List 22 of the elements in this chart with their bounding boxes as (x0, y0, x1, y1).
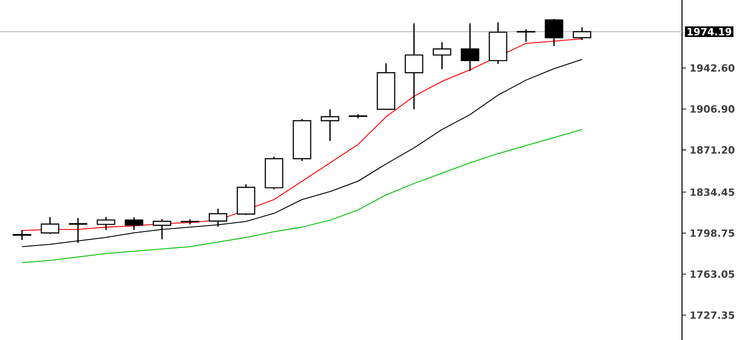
y-tick-label: 1906.90 (690, 105, 734, 113)
candlestick (96, 216, 116, 231)
candlestick (124, 216, 144, 231)
candlestick (516, 28, 536, 42)
candlestick (544, 18, 564, 47)
y-tick-label: 1942.60 (690, 64, 734, 72)
candlestick (432, 42, 452, 70)
candlestick (320, 108, 340, 142)
y-tick-label: 1834.45 (690, 188, 734, 196)
candlestick (68, 217, 88, 244)
candlestick (40, 216, 60, 235)
y-tick-label: 1871.20 (690, 146, 734, 154)
candlestick (152, 218, 172, 240)
candlestick (460, 22, 480, 72)
ref-line-label: 1974.19 (688, 28, 732, 36)
y-tick-label: 1763.05 (690, 270, 734, 278)
y-tick-label: 1798.75 (690, 229, 734, 237)
candlestick (12, 229, 32, 241)
candlestick (572, 26, 592, 41)
candlestick (208, 208, 228, 228)
y-tick-label: 1727.35 (690, 311, 734, 319)
candlestick (404, 22, 424, 110)
